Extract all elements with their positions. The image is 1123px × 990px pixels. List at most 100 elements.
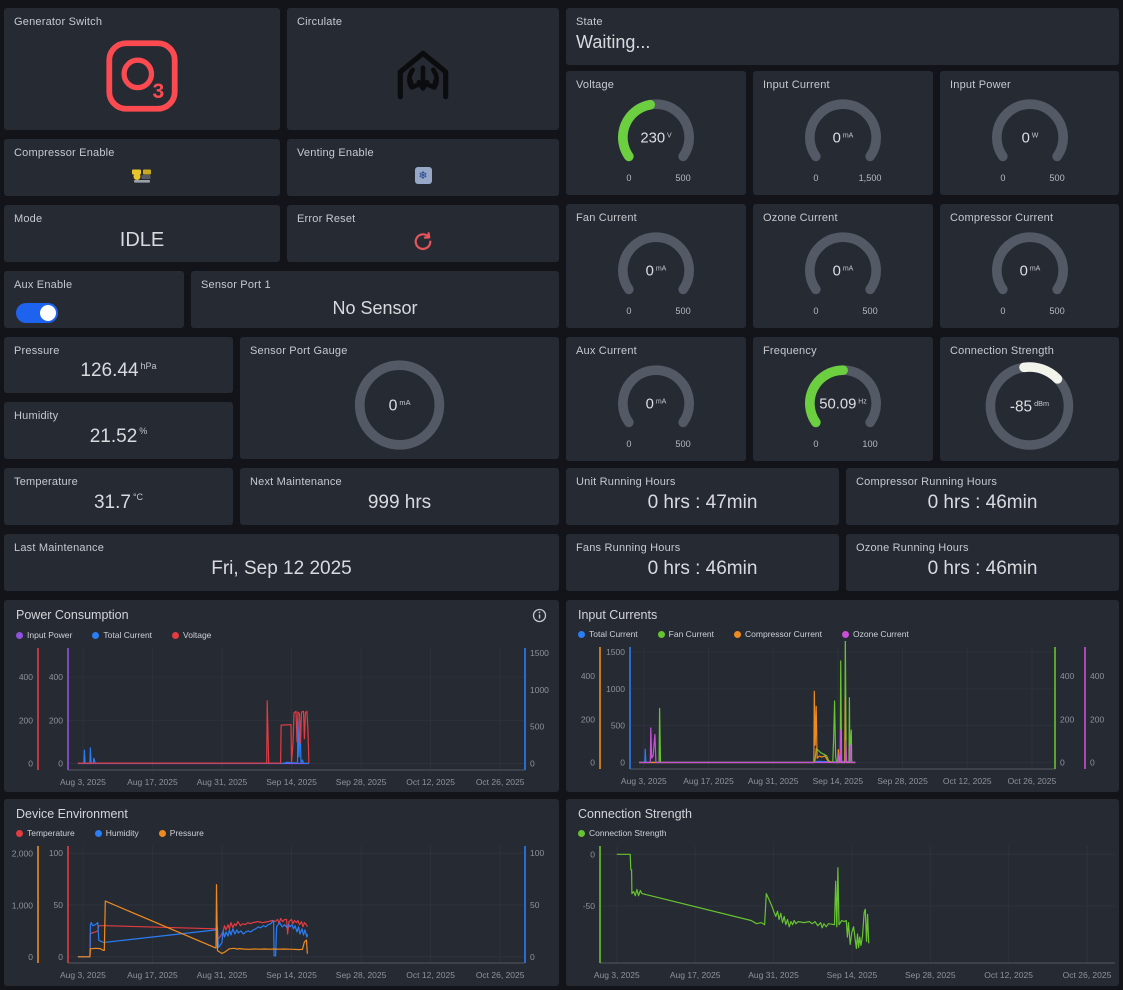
svg-text:0 mA: 0 mA [833,264,854,280]
legend-label: Compressor Current [745,629,823,639]
fans-running-hours-value: 0 hrs : 46min [647,557,758,579]
legend-item[interactable]: Temperature [16,826,75,840]
next-maintenance-value: 999 hrs [367,491,432,513]
venting-enable-card: Venting Enable ❄ [287,139,559,196]
svg-text:Oct 12, 2025: Oct 12, 2025 [984,970,1033,980]
legend-item[interactable]: Humidity [94,826,139,840]
snowflake-icon[interactable]: ❄ [414,167,432,184]
state-value: Waiting... [576,32,651,52]
aux-current-label: Aux Current [576,345,637,357]
svg-text:0: 0 [620,757,625,767]
unit-running-hours-value: 0 hrs : 47min [647,491,758,513]
svg-text:0: 0 [813,306,818,316]
ozone-running-hours-value: 0 hrs : 46min [927,557,1038,579]
svg-text:Aug 3, 2025: Aug 3, 2025 [621,776,667,786]
device-environment-chart: 2,000 1,000 0 100 50 0 100 50 0 Aug 3, 2025 Aug 17… [12,846,544,980]
chart-legend: Input Power Total Current Voltage [4,623,559,642]
ozone-running-hours-label: Ozone Running Hours [856,542,969,554]
legend-label: Voltage [183,630,212,640]
humidity-label: Humidity [14,410,59,422]
aux-current-gauge-card: Aux Current 0 mA 0 500 [566,337,746,461]
svg-text:0: 0 [590,758,595,768]
legend-dot [842,630,850,638]
svg-text:Aug 17, 2025: Aug 17, 2025 [683,776,734,786]
legend-dot [158,829,166,837]
temperature-value: 31.7 [93,491,131,513]
svg-text:Sep 14, 2025: Sep 14, 2025 [266,970,317,980]
fan-current-gauge: 0 mA 0 500 [581,225,731,321]
mode-label: Mode [14,213,43,225]
connection-strength-chart-card: Connection Strength Connection Strength … [566,799,1119,986]
svg-text:50: 50 [54,900,64,910]
legend-item[interactable]: Voltage [172,628,211,642]
sensor-port-gauge: 0 mA [344,355,455,455]
legend-item[interactable]: Total Current [92,628,152,642]
power-consumption-chart-card: Power Consumption Input Power Total Curre… [4,600,559,792]
svg-text:500: 500 [862,306,877,316]
svg-text:Oct 26, 2025: Oct 26, 2025 [1008,776,1057,786]
aux-enable-toggle[interactable] [16,303,58,323]
svg-text:Aug 17, 2025: Aug 17, 2025 [127,777,178,787]
last-maintenance-card: Last Maintenance Fri, Sep 12 2025 [4,534,559,591]
legend-dot [92,631,100,639]
svg-text:Sep 14, 2025: Sep 14, 2025 [813,776,864,786]
svg-text:0: 0 [1060,758,1065,768]
svg-text:100: 100 [862,439,877,449]
aux-current-gauge: 0 mA 0 500 [581,358,731,454]
ozone-current-label: Ozone Current [763,212,838,224]
svg-text:Aug 17, 2025: Aug 17, 2025 [670,970,721,980]
legend-label: Connection Strength [589,828,667,838]
svg-text:Sep 14, 2025: Sep 14, 2025 [266,777,317,787]
fan-current-gauge-card: Fan Current 0 mA 0 500 [566,204,746,328]
o3-generator-icon[interactable]: 3 [104,38,180,114]
venting-enable-label: Venting Enable [297,147,374,159]
legend-item[interactable]: Pressure [158,826,204,840]
svg-text:Oct 26, 2025: Oct 26, 2025 [476,777,525,787]
svg-text:400: 400 [19,672,33,682]
state-card: State Waiting... [566,8,1119,65]
svg-text:50.09 Hz: 50.09 Hz [819,397,867,413]
svg-text:Aug 31, 2025: Aug 31, 2025 [748,970,799,980]
generator-switch-card: Generator Switch 3 [4,8,280,130]
temperature-card: Temperature 31.7 °C [4,468,233,525]
connection-strength-gauge-card: Connection Strength -85 dBm [940,337,1119,461]
svg-text:0: 0 [530,758,535,768]
voltage-gauge: 230 V 0 500 [581,92,731,188]
svg-text:100: 100 [530,848,544,858]
legend-dot [172,631,180,639]
svg-text:1500: 1500 [606,647,625,657]
info-icon[interactable] [532,608,547,623]
svg-text:400: 400 [581,671,595,681]
svg-text:1000: 1000 [606,684,625,694]
input-current-label: Input Current [763,79,830,91]
svg-text:Oct 26, 2025: Oct 26, 2025 [1063,970,1112,980]
legend-item[interactable]: Compressor Current [734,627,822,641]
legend-item[interactable]: Ozone Current [842,627,909,641]
svg-text:500: 500 [1049,306,1064,316]
chart-title: Input Currents [578,608,658,622]
svg-text:200: 200 [1060,714,1074,724]
svg-text:0: 0 [1000,306,1005,316]
svg-text:3: 3 [153,80,165,103]
house-circulate-icon[interactable] [390,43,456,109]
svg-text:500: 500 [530,722,544,732]
reset-arrow-icon[interactable] [411,229,435,253]
legend-item[interactable]: Connection Strength [578,826,667,840]
svg-text:Aug 17, 2025: Aug 17, 2025 [127,970,178,980]
svg-text:500: 500 [675,173,690,183]
compressor-icon[interactable] [131,168,153,184]
legend-item[interactable]: Total Current [578,627,638,641]
svg-text:-50: -50 [583,901,596,911]
svg-text:Aug 3, 2025: Aug 3, 2025 [60,777,106,787]
legend-item[interactable]: Input Power [16,628,72,642]
humidity-card: Humidity 21.52% [4,402,233,459]
legend-item[interactable]: Fan Current [657,627,714,641]
chart-legend: Connection Strength [566,821,1119,840]
voltage-label: Voltage [576,79,615,91]
svg-text:0: 0 [1090,758,1095,768]
svg-text:0 mA: 0 mA [833,131,854,147]
temperature-label: Temperature [14,476,78,488]
svg-text:0: 0 [1000,173,1005,183]
sensor-port-gauge-label: Sensor Port Gauge [250,345,348,357]
